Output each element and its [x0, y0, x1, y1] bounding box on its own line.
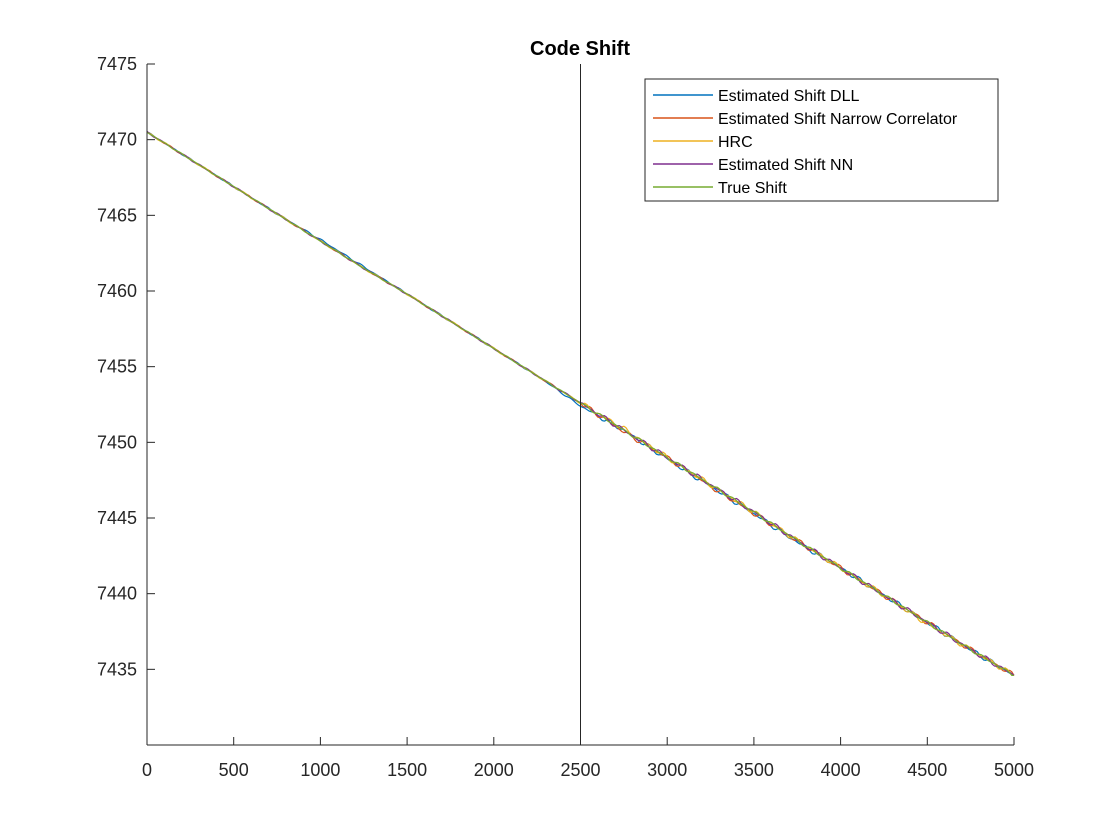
legend: Estimated Shift DLL Estimated Shift Narro… — [644, 78, 999, 202]
x-tick-label-500: 500 — [219, 760, 249, 780]
legend-label-2: HRC — [718, 134, 753, 151]
y-tick-label-7445: 7445 — [97, 508, 137, 528]
x-tick-label-5000: 5000 — [994, 760, 1034, 780]
x-tick-label-1000: 1000 — [300, 760, 340, 780]
x-tick-label-0: 0 — [142, 760, 152, 780]
y-tick-label-7465: 7465 — [97, 205, 137, 225]
x-tick-label-2000: 2000 — [474, 760, 514, 780]
chart-title: Code Shift — [530, 38, 630, 60]
x-tick-label-1500: 1500 — [387, 760, 427, 780]
y-tick-label-7455: 7455 — [97, 357, 137, 377]
x-tick-label-3000: 3000 — [647, 760, 687, 780]
axes-layer: 0 500 1000 1500 2000 2500 3000 3500 4000 4500 5000… — [97, 54, 1034, 780]
legend-label-4: True Shift — [718, 180, 787, 197]
x-tick-label-3500: 3500 — [734, 760, 774, 780]
y-tick-label-7440: 7440 — [97, 584, 137, 604]
y-tick-label-7475: 7475 — [97, 54, 137, 74]
x-tick-label-4500: 4500 — [907, 760, 947, 780]
y-tick-label-7470: 7470 — [97, 130, 137, 150]
x-tick-label-2500: 2500 — [560, 760, 600, 780]
legend-label-3: Estimated Shift NN — [718, 157, 853, 174]
y-tick-label-7460: 7460 — [97, 281, 137, 301]
legend-label-1: Estimated Shift Narrow Correlator — [718, 111, 958, 128]
y-tick-label-7435: 7435 — [97, 659, 137, 679]
legend-label-0: Estimated Shift DLL — [718, 88, 860, 105]
x-tick-label-4000: 4000 — [821, 760, 861, 780]
y-tick-label-7450: 7450 — [97, 432, 137, 452]
legend-box — [644, 78, 999, 202]
